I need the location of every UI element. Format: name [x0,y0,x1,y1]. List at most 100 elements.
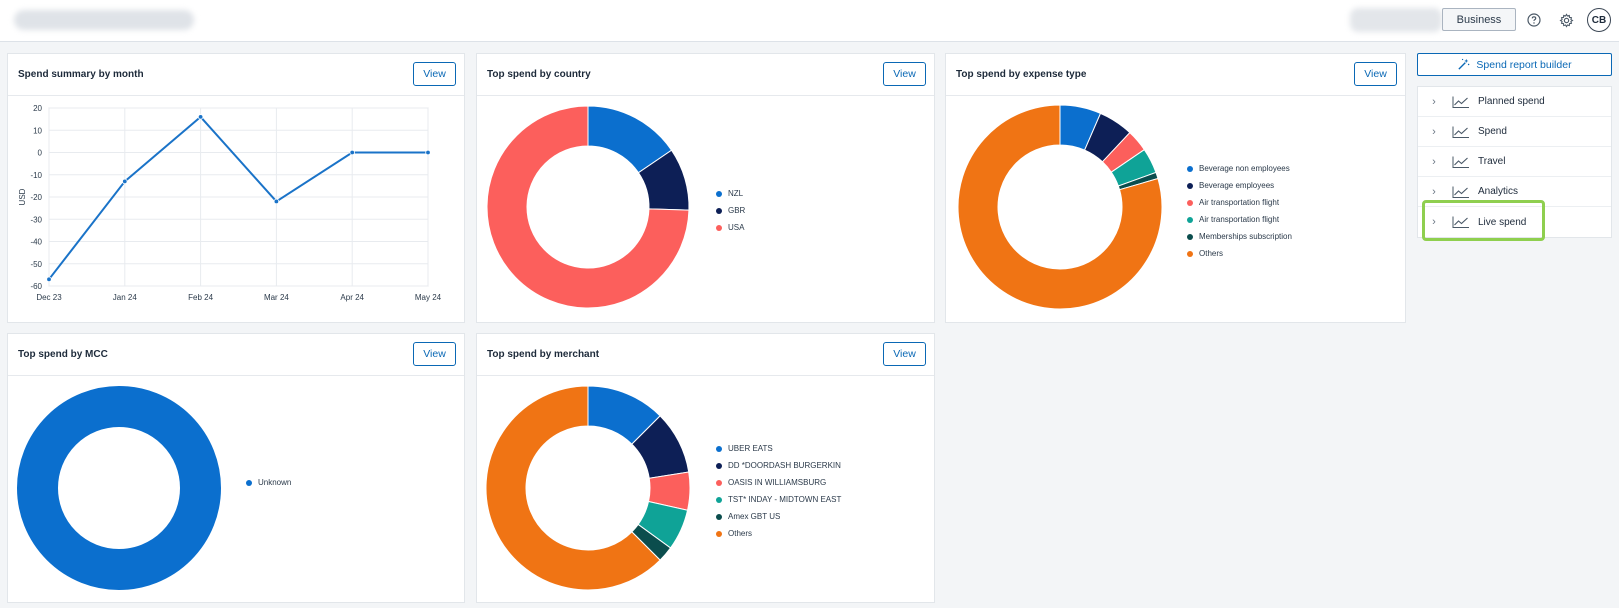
legend-item[interactable]: UBER EATS [716,440,841,457]
chevron-right-icon: › [1432,95,1436,108]
legend-item[interactable]: GBR [716,202,745,219]
view-button[interactable]: View [413,62,456,86]
card-title: Top spend by country [487,69,591,80]
spend-report-builder-button[interactable]: Spend report builder [1417,53,1612,76]
legend-label: Beverage employees [1199,181,1275,190]
avatar[interactable]: CB [1587,8,1611,32]
nav-item-planned-spend[interactable]: › Planned spend [1418,87,1611,117]
account-name-blurred [1350,8,1442,32]
legend-swatch [716,224,722,231]
legend-item[interactable]: Air transportation flight [1187,194,1292,211]
legend-item[interactable]: Amex GBT US [716,508,841,525]
legend-item[interactable]: Unknown [246,474,291,491]
app-title-blurred [14,10,194,30]
legend-label: UBER EATS [728,444,773,453]
legend-swatch [716,207,722,214]
legend-label: NZL [728,189,744,198]
card-header: Top spend by country View [477,54,934,96]
card-spend-summary: Spend summary by month View 20 10 0 -10 -20 -… [7,53,465,323]
card-top-merchant: Top spend by merchant View UBER EATS DD *… [476,333,935,603]
donut-slice [957,104,1163,310]
donut-chart [485,385,691,591]
business-button[interactable]: Business [1442,8,1516,31]
nav-item-label: Analytics [1478,186,1519,197]
legend-swatch [246,479,252,486]
legend-item[interactable]: Air transportation flight [1187,211,1292,228]
help-icon[interactable] [1524,10,1544,30]
chart-legend: UBER EATS DD *DOORDASH BURGERKIN OASIS IN … [716,440,841,542]
chevron-right-icon: › [1432,125,1436,138]
legend-item[interactable]: Others [716,525,841,542]
nav-item-label: Planned spend [1478,96,1545,107]
data-point [349,149,355,156]
legend-swatch [716,496,722,503]
line-chart: 20 10 0 -10 -20 -30 -40 -50 -60 Dec 23 Jan 24 Feb 2… [18,104,442,302]
legend-swatch [1187,250,1193,257]
legend-label: Others [728,529,753,538]
builder-label: Spend report builder [1476,58,1572,71]
series-line [48,115,428,280]
legend-item[interactable]: USA [716,219,745,236]
legend-swatch [716,190,722,197]
legend-item[interactable]: DD *DOORDASH BURGERKIN [716,457,841,474]
x-tick-label: Dec 23 [36,293,62,302]
top-bar: Business CB [0,0,1619,42]
legend-label: USA [728,223,745,232]
card-top-expense: Top spend by expense type View Beverage … [945,53,1406,323]
data-point [425,149,431,156]
card-title: Top spend by merchant [487,349,600,360]
legend-swatch [1187,199,1193,206]
y-tick-label: -50 [30,260,42,269]
legend-swatch [1187,165,1193,172]
nav-item-travel[interactable]: › Travel [1418,147,1611,177]
card-top-mcc: Top spend by MCC View Unknown [7,333,465,603]
y-tick-label: 10 [33,126,42,135]
view-button[interactable]: View [883,62,926,86]
legend-label: Air transportation flight [1199,198,1280,207]
card-header: Top spend by MCC View [8,334,464,376]
card-title: Top spend by expense type [956,69,1087,80]
view-button[interactable]: View [413,342,456,366]
nav-item-spend[interactable]: › Spend [1418,117,1611,147]
view-button[interactable]: View [883,342,926,366]
legend-item[interactable]: NZL [716,185,745,202]
donut-chart [17,386,221,590]
x-tick-label: Feb 24 [188,293,213,302]
card-header: Spend summary by month View [8,54,464,96]
legend-label: GBR [728,206,746,215]
legend-label: DD *DOORDASH BURGERKIN [728,461,841,470]
gear-icon[interactable] [1556,10,1576,30]
view-button[interactable]: View [1354,62,1397,86]
line-chart-icon [1452,186,1469,198]
legend-label: TST* INDAY - MIDTOWN EAST [728,495,842,504]
card-top-country: Top spend by country View NZL GBR USA [476,53,935,323]
data-point [122,178,128,185]
donut-chart [957,104,1163,310]
data-point [273,198,280,205]
x-tick-label: Apr 24 [340,293,364,302]
card-header: Top spend by expense type View [946,54,1405,96]
data-point [46,276,52,283]
y-tick-label: -20 [30,193,42,202]
legend-label: OASIS IN WILLIAMSBURG [728,478,827,487]
legend-swatch [716,462,722,469]
legend-item[interactable]: Beverage employees [1187,177,1292,194]
y-tick-label: -40 [30,238,42,247]
legend-item[interactable]: OASIS IN WILLIAMSBURG [716,474,841,491]
legend-item[interactable]: Memberships subscription [1187,228,1292,245]
y-axis-label: USD [18,188,27,205]
card-header: Top spend by merchant View [477,334,934,376]
legend-item[interactable]: TST* INDAY - MIDTOWN EAST [716,491,841,508]
legend-swatch [716,445,722,452]
nav-item-analytics[interactable]: › Analytics [1418,177,1611,207]
nav-item-live-spend[interactable]: › Live spend [1418,207,1611,237]
chart-legend: NZL GBR USA [716,185,745,236]
card-title: Top spend by MCC [18,349,108,360]
chevron-right-icon: › [1432,155,1436,168]
donut-slice [17,386,221,590]
line-chart-icon [1452,216,1469,228]
legend-item[interactable]: Beverage non employees [1187,160,1292,177]
legend-swatch [1187,233,1193,240]
legend-item[interactable]: Others [1187,245,1292,262]
legend-swatch [1187,182,1193,189]
